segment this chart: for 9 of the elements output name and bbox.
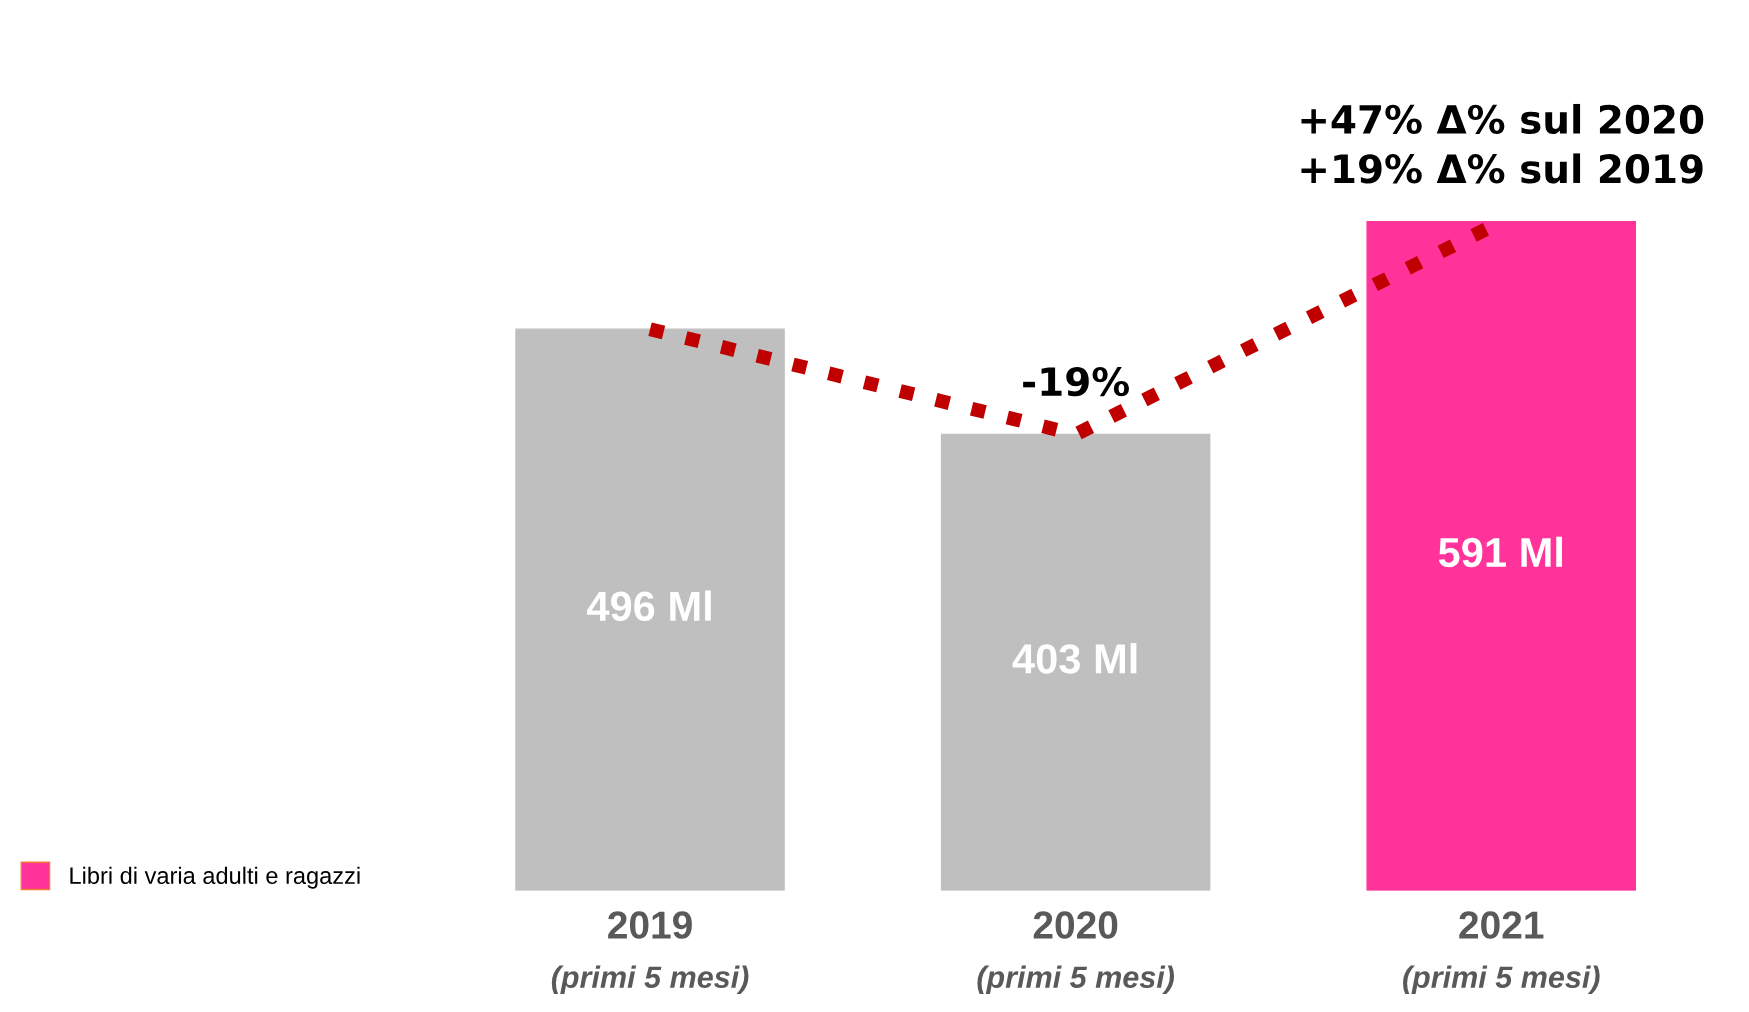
x-tick-label: 2020 (primi 5 mesi) xyxy=(977,911,1175,995)
annotation: +47% Δ% sul 2020 +19% Δ% sul 2019 xyxy=(1301,103,1704,184)
data-label: 403 Ml xyxy=(1012,643,1137,674)
annotation: -19% xyxy=(1023,366,1130,397)
x-tick-label: 2021 (primi 5 mesi) xyxy=(1403,911,1600,995)
legend-label: Libri di varia adulti e ragazzi xyxy=(70,866,360,889)
x-tick-label: 2019 (primi 5 mesi) xyxy=(551,911,749,995)
data-label: 591 Ml xyxy=(1438,536,1562,568)
data-label: 496 Ml xyxy=(586,590,711,622)
